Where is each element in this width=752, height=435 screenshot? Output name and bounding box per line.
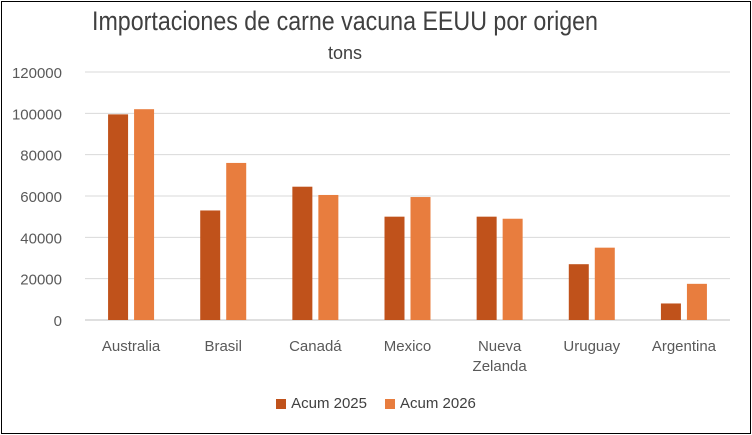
bars — [108, 109, 707, 320]
bar-acum-2026 — [594, 247, 615, 320]
legend-label-acum-2026: Acum 2026 — [400, 395, 476, 412]
legend-swatch-acum-2026 — [385, 398, 395, 409]
y-tick-label: 20000 — [20, 272, 62, 289]
legend: Acum 2025 Acum 2026 — [0, 395, 752, 412]
y-tick-label: 40000 — [20, 230, 62, 247]
bar-acum-2025 — [108, 114, 129, 320]
x-axis-category-labels: Australia Brasil Canadá Mexico Nueva Zelanda U… — [102, 338, 717, 375]
bar-acum-2025 — [660, 303, 681, 320]
bar-acum-2025 — [292, 186, 313, 320]
legend-swatch-acum-2025 — [276, 398, 287, 409]
y-axis-tick-labels: 0 20000 40000 60000 80000 100000 120000 — [12, 65, 62, 330]
bar-acum-2026 — [502, 218, 523, 320]
chart-subtitle: tons — [327, 43, 363, 63]
x-category-label: Zelanda — [473, 358, 528, 375]
bar-acum-2025 — [476, 216, 497, 320]
legend-item-acum-2025: Acum 2025 — [276, 395, 367, 412]
bar-acum-2025 — [384, 216, 405, 320]
y-tick-label: 100000 — [12, 106, 62, 123]
x-category-label: Argentina — [652, 338, 717, 355]
bar-acum-2026 — [410, 197, 431, 320]
bar-acum-2025 — [568, 264, 589, 320]
bar-acum-2026 — [686, 283, 707, 320]
x-category-label: Nueva — [478, 338, 522, 355]
legend-label-acum-2025: Acum 2025 — [291, 395, 367, 412]
y-tick-label: 0 — [54, 313, 62, 330]
y-tick-label: 120000 — [12, 65, 62, 82]
legend-item-acum-2026: Acum 2026 — [385, 395, 476, 412]
gridlines — [85, 71, 730, 321]
x-category-label: Australia — [102, 338, 161, 355]
x-category-label: Canadá — [289, 338, 342, 355]
bar-acum-2026 — [134, 109, 155, 320]
bar-acum-2026 — [226, 162, 247, 320]
bar-acum-2026 — [318, 194, 339, 320]
y-tick-label: 80000 — [20, 148, 62, 165]
x-category-label: Brasil — [204, 338, 242, 355]
chart-title: Importaciones de carne vacuna EEUU por o… — [92, 6, 598, 36]
x-category-label: Mexico — [384, 338, 432, 355]
y-tick-label: 60000 — [20, 189, 62, 206]
bar-acum-2025 — [200, 210, 221, 320]
x-category-label: Uruguay — [563, 338, 620, 355]
